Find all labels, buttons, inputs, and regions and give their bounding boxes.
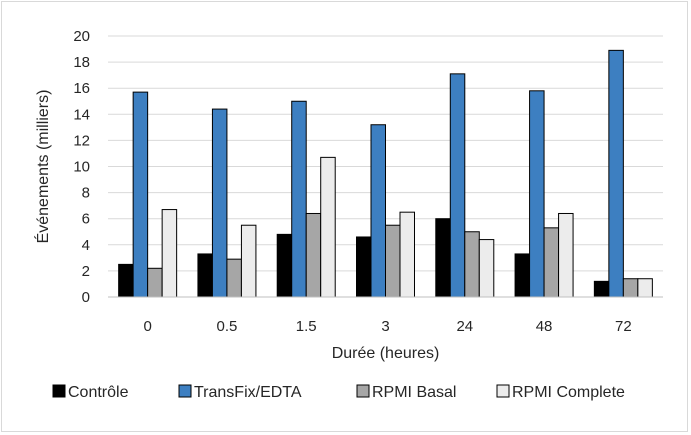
bar-transfix-edta-24 xyxy=(449,73,466,298)
bar-contr-le-72 xyxy=(593,280,610,298)
legend-swatch xyxy=(52,384,66,398)
legend: Contrôle TransFix/EDTA RPMI Basal RPMI Comp… xyxy=(52,384,625,401)
y-tick-label: 18 xyxy=(73,54,90,71)
y-tick-label: 4 xyxy=(82,237,90,254)
bar-transfix-edta-72 xyxy=(608,49,624,298)
y-tick-label: 20 xyxy=(73,28,90,45)
x-axis-ticks: 0 0.5 1.5 3 24 48 72 xyxy=(143,318,631,335)
bar-rpmi-basal-0-5 xyxy=(226,258,242,298)
bar-rpmi-complete-0-5 xyxy=(240,224,257,298)
bar-transfix-edta-3 xyxy=(370,124,386,298)
y-tick-label: 14 xyxy=(73,106,90,123)
x-axis-title: Durée (heures) xyxy=(332,345,440,362)
legend-swatch xyxy=(496,384,510,398)
legend-label: RPMI Complete xyxy=(512,384,625,401)
bar-contr-le-24 xyxy=(435,218,451,298)
y-tick-label: 16 xyxy=(73,80,90,97)
legend-label: RPMI Basal xyxy=(372,384,456,401)
x-tick-label: 0.5 xyxy=(216,318,237,335)
y-tick-label: 10 xyxy=(73,159,90,176)
bar-rpmi-basal-0 xyxy=(147,267,163,298)
bar-contr-le-0-5 xyxy=(197,253,213,298)
bar-rpmi-complete-1-5 xyxy=(320,156,336,298)
y-tick-label: 8 xyxy=(82,185,90,202)
y-axis-ticks: 0 2 4 6 8 10 12 14 16 18 20 xyxy=(73,28,90,306)
bar-contr-le-3 xyxy=(356,236,372,298)
bar-rpmi-basal-72 xyxy=(622,278,639,298)
bar-rpmi-complete-0 xyxy=(161,209,178,298)
bar-rpmi-complete-3 xyxy=(399,211,415,298)
bar-contr-le-0 xyxy=(118,263,134,298)
x-tick-label: 1.5 xyxy=(296,318,317,335)
bar-rpmi-complete-72 xyxy=(637,278,653,298)
bar-transfix-edta-48 xyxy=(529,90,545,298)
legend-label: TransFix/EDTA xyxy=(194,384,302,401)
x-tick-label: 48 xyxy=(536,318,553,335)
bar-transfix-edta-1-5 xyxy=(291,100,307,298)
bar-rpmi-basal-24 xyxy=(464,231,480,298)
x-tick-label: 72 xyxy=(615,318,632,335)
bar-rpmi-basal-3 xyxy=(385,224,401,298)
y-tick-label: 2 xyxy=(82,263,90,280)
y-axis-title: Événements (milliers) xyxy=(33,90,52,244)
x-tick-label: 3 xyxy=(381,318,389,335)
bar-contr-le-48 xyxy=(514,253,531,298)
bar-rpmi-basal-48 xyxy=(543,227,560,298)
x-tick-label: 24 xyxy=(456,318,473,335)
bar-rpmi-basal-1-5 xyxy=(305,212,322,298)
bar-rpmi-complete-48 xyxy=(558,212,574,298)
bar-contr-le-1-5 xyxy=(276,233,293,298)
legend-swatch xyxy=(178,384,192,398)
y-tick-label: 0 xyxy=(82,289,90,306)
bars xyxy=(118,49,653,298)
bar-rpmi-complete-24 xyxy=(478,239,495,298)
y-tick-label: 6 xyxy=(82,211,90,228)
x-tick-label: 0 xyxy=(143,318,151,335)
bar-transfix-edta-0 xyxy=(132,91,149,298)
legend-swatch xyxy=(356,384,370,398)
bar-transfix-edta-0-5 xyxy=(211,108,228,298)
y-tick-label: 12 xyxy=(73,132,90,149)
legend-label: Contrôle xyxy=(68,384,129,401)
